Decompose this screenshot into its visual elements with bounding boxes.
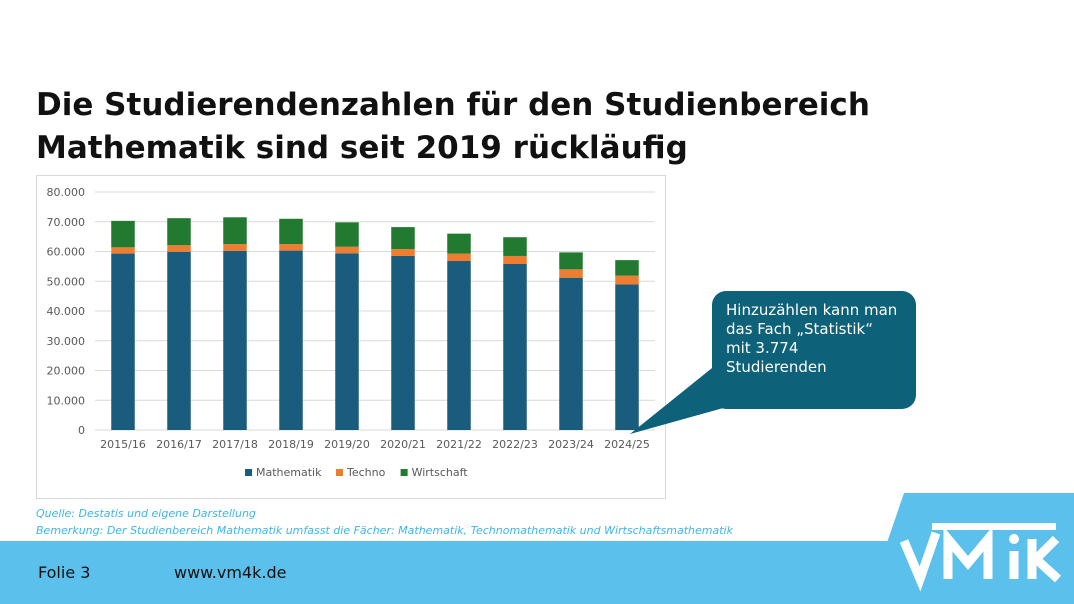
bar-mathematik xyxy=(615,284,639,430)
x-tick-label: 2020/21 xyxy=(380,438,426,451)
statistik-callout: Hinzuzählen kann man das Fach „Statistik… xyxy=(712,291,916,409)
x-tick-label: 2017/18 xyxy=(212,438,258,451)
x-tick-label: 2022/23 xyxy=(492,438,538,451)
x-tick-label: 2019/20 xyxy=(324,438,370,451)
y-tick-label: 60.000 xyxy=(47,246,86,259)
x-tick-label: 2024/25 xyxy=(604,438,650,451)
legend-swatch-mathematik xyxy=(245,469,252,476)
bar-wirtschaft xyxy=(391,227,415,250)
y-tick-label: 10.000 xyxy=(47,394,86,407)
bar-techno xyxy=(223,244,247,251)
bar-mathematik xyxy=(279,250,303,430)
bar-techno xyxy=(559,269,583,278)
y-tick-label: 70.000 xyxy=(47,216,86,229)
bar-wirtschaft xyxy=(503,237,527,256)
bar-mathematik xyxy=(111,253,135,430)
remark-note: Bemerkung: Der Studienbereich Mathematik… xyxy=(36,524,733,537)
bar-mathematik xyxy=(447,261,471,430)
slide-number: Folie 3 xyxy=(38,563,91,582)
y-tick-label: 50.000 xyxy=(47,275,86,288)
x-tick-label: 2015/16 xyxy=(100,438,146,451)
x-tick-label: 2021/22 xyxy=(436,438,482,451)
bar-techno xyxy=(503,255,527,264)
bar-wirtschaft xyxy=(111,220,135,248)
legend-label-wirtschaft: Wirtschaft xyxy=(412,466,469,479)
chart-frame: 0 10.000 20.000 30.000 40.000 50.000 60.000 70.… xyxy=(36,175,666,499)
legend-label-techno: Techno xyxy=(346,466,386,479)
bar-wirtschaft xyxy=(335,222,359,247)
bar-wirtschaft xyxy=(559,252,583,270)
bar-mathematik xyxy=(503,263,527,430)
slide-title: Die Studierendenzahlen für den Studienbe… xyxy=(36,87,870,166)
bar-techno xyxy=(111,247,135,254)
bar-wirtschaft xyxy=(447,233,471,254)
bar-techno xyxy=(279,244,303,251)
bar-wirtschaft xyxy=(279,218,303,245)
bar-mathematik xyxy=(335,253,359,430)
bar-techno xyxy=(167,245,191,252)
bar-mathematik xyxy=(167,251,191,430)
bar-techno xyxy=(615,275,639,285)
bar-wirtschaft xyxy=(167,218,191,246)
bar-mathematik xyxy=(559,277,583,430)
bar-techno xyxy=(335,246,359,254)
y-tick-label: 0 xyxy=(78,424,85,437)
bar-mathematik xyxy=(391,255,415,430)
legend-swatch-techno xyxy=(336,469,343,476)
bar-mathematik xyxy=(223,250,247,430)
legend-label-mathematik: Mathematik xyxy=(256,466,322,479)
x-tick-label: 2023/24 xyxy=(548,438,594,451)
stacked-bar-chart: 0 10.000 20.000 30.000 40.000 50.000 60.000 70.… xyxy=(47,186,655,479)
bar-wirtschaft xyxy=(615,260,639,276)
y-tick-label: 20.000 xyxy=(47,365,86,378)
vm4k-logo xyxy=(866,493,1074,604)
bar-techno xyxy=(447,253,471,262)
bar-techno xyxy=(391,249,415,256)
notes: Quelle: Destatis und eigene Darstellung … xyxy=(36,505,733,539)
bar-wirtschaft xyxy=(223,217,247,245)
x-tick-label: 2018/19 xyxy=(268,438,314,451)
x-tick-label: 2016/17 xyxy=(156,438,202,451)
website-link[interactable]: www.vm4k.de xyxy=(174,563,287,582)
y-tick-label: 40.000 xyxy=(47,305,86,318)
source-note: Quelle: Destatis und eigene Darstellung xyxy=(36,507,256,520)
legend-swatch-wirtschaft xyxy=(400,469,408,476)
y-tick-label: 30.000 xyxy=(47,335,86,348)
y-tick-label: 80.000 xyxy=(47,186,86,199)
